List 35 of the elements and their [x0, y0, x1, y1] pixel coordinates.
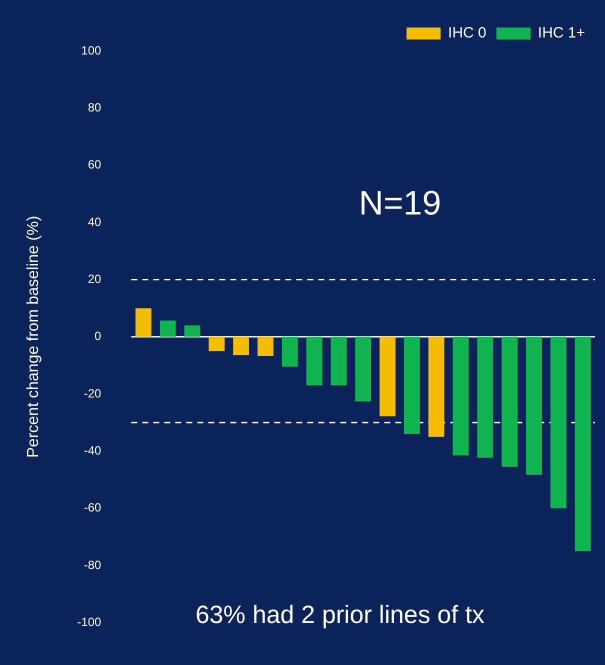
- y-tick-label: 40: [88, 214, 102, 229]
- y-tick-label: 100: [81, 43, 102, 58]
- bar: [233, 336, 249, 356]
- bar: [477, 336, 494, 458]
- bar: [574, 336, 591, 552]
- bar: [184, 325, 200, 337]
- legend-label: IHC 0: [448, 24, 486, 42]
- bar: [282, 336, 298, 367]
- bar: [160, 320, 176, 337]
- bar: [208, 336, 225, 352]
- y-tick-label: 20: [88, 272, 102, 286]
- y-tick-label: -20: [84, 386, 102, 400]
- bar: [306, 336, 322, 386]
- bar: [258, 336, 274, 356]
- bar: [380, 336, 396, 416]
- y-tick-label: -40: [84, 443, 102, 458]
- y-tick-label: -100: [77, 614, 102, 629]
- bar: [355, 336, 372, 402]
- legend-label: IHC 1+: [538, 24, 586, 42]
- y-tick-label: -60: [84, 500, 102, 515]
- y-axis-title: Percent change from baseline (%): [25, 216, 42, 458]
- bar: [550, 336, 566, 508]
- bar: [428, 336, 444, 437]
- y-tick-label: 0: [94, 329, 102, 344]
- annotation: N=19: [358, 184, 442, 222]
- bar: [502, 336, 518, 467]
- bar: [135, 308, 152, 337]
- annotation: 63% had 2 prior lines of tx: [195, 600, 486, 629]
- bar: [404, 336, 420, 434]
- y-tick-label: -80: [84, 558, 102, 572]
- bar: [526, 336, 542, 475]
- y-tick-label: 60: [88, 158, 102, 172]
- bar: [330, 336, 347, 386]
- y-tick-label: 80: [88, 100, 102, 114]
- bar: [452, 336, 469, 456]
